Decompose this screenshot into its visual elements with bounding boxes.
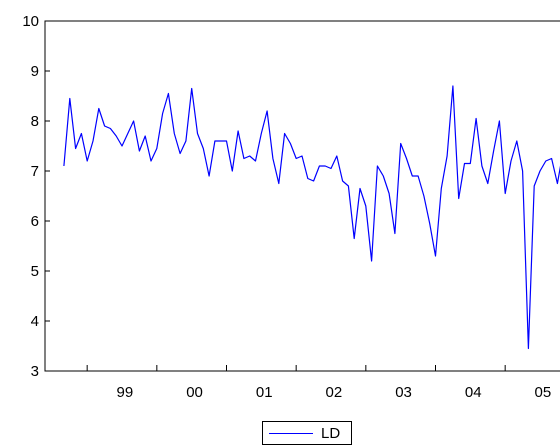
y-tick-label: 3 bbox=[31, 363, 39, 380]
plot-frame bbox=[44, 20, 560, 372]
x-tick-label: 01 bbox=[256, 384, 273, 401]
y-tick-label: 5 bbox=[31, 263, 39, 280]
series-lines bbox=[63, 85, 560, 350]
y-tick-label: 7 bbox=[31, 163, 39, 180]
y-tick-label: 4 bbox=[31, 313, 39, 330]
plot-border bbox=[44, 20, 560, 372]
y-tick-label: 9 bbox=[31, 63, 39, 80]
x-tick-label: 99 bbox=[117, 384, 134, 401]
x-tick-label: 03 bbox=[395, 384, 412, 401]
x-axis: 990001020304050607 bbox=[86, 365, 552, 401]
legend-label-ld: LD bbox=[321, 424, 341, 442]
y-tick-label: 10 bbox=[22, 13, 39, 30]
y-tick-label: 8 bbox=[31, 113, 39, 130]
legend-swatch-ld bbox=[269, 432, 313, 434]
x-tick-label: 02 bbox=[326, 384, 343, 401]
x-tick-label: 04 bbox=[465, 384, 482, 401]
legend: LD bbox=[262, 421, 352, 445]
y-axis: 3 4 5 6 7 8 9 10 bbox=[22, 13, 50, 380]
y-tick-label: 6 bbox=[31, 213, 39, 230]
series-line-ld bbox=[63, 85, 560, 350]
x-tick-label: 05 bbox=[535, 384, 552, 401]
x-tick-label: 00 bbox=[186, 384, 203, 401]
